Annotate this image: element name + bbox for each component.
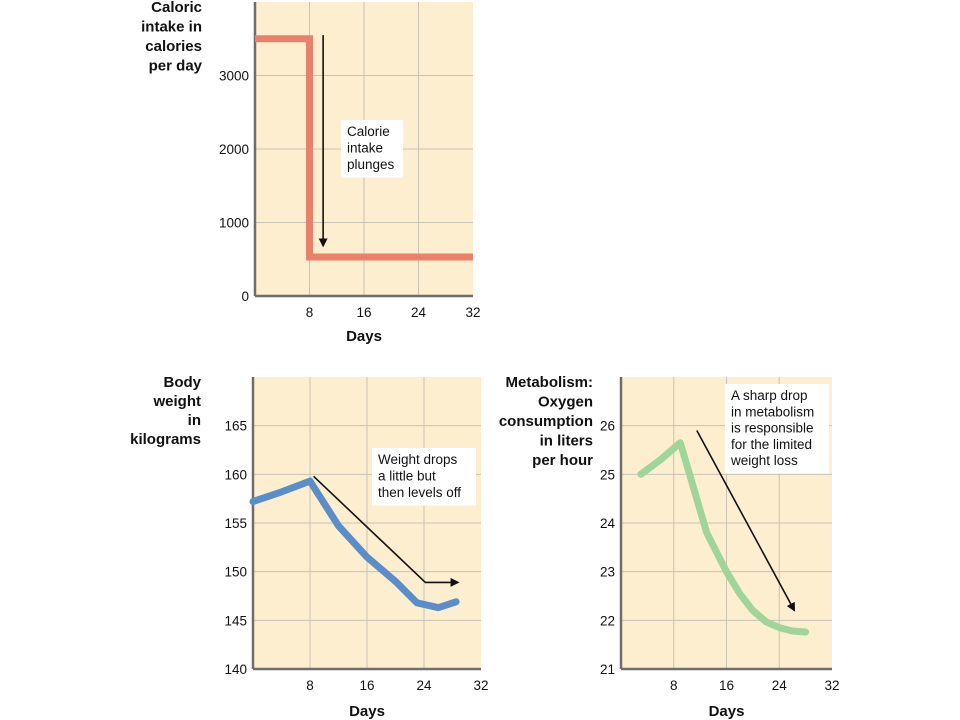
y-tick-label: 21 <box>600 662 615 677</box>
annotation-arrow <box>696 430 796 612</box>
y-tick-label: 140 <box>224 662 247 677</box>
annotation-text: is responsible <box>731 421 814 436</box>
x-tick-label: 16 <box>359 678 374 693</box>
y-axis-label-line: calories <box>145 38 202 55</box>
y-tick-label: 22 <box>600 613 615 628</box>
y-axis-label-line: Metabolism: <box>505 374 593 391</box>
x-axis-label: Days <box>349 703 385 720</box>
y-axis-label-line: Caloric <box>151 0 202 16</box>
x-tick-label: 8 <box>306 678 314 693</box>
annotation-text: weight loss <box>730 453 798 468</box>
y-axis-label-line: per hour <box>532 452 593 469</box>
x-tick-label: 24 <box>411 305 427 320</box>
series-line <box>249 477 460 612</box>
annotation-box <box>725 384 829 474</box>
y-tick-label: 0 <box>241 289 249 304</box>
annotation-text: A sharp drop <box>731 388 808 403</box>
y-axis-label-line: per day <box>149 58 203 75</box>
x-tick-label: 8 <box>670 678 678 693</box>
annotation-text: a little but <box>378 469 436 484</box>
y-axis-label-line: kilograms <box>130 431 201 448</box>
x-tick-label: 16 <box>719 678 734 693</box>
annotation-text: in metabolism <box>731 404 814 419</box>
chart-panel-2: 8 16 24 32 140 145 150 155 160 165 Body weight in kil… <box>130 374 488 720</box>
y-tick-label: 160 <box>224 467 247 482</box>
annotation-text: for the limited <box>731 437 812 452</box>
x-tick-label: 32 <box>465 305 480 320</box>
annotation-box <box>372 448 476 506</box>
x-tick-label: 32 <box>824 678 839 693</box>
y-axis-label-line: intake in <box>141 19 202 36</box>
y-axis-label-line: in <box>188 412 201 429</box>
series-line <box>255 35 473 261</box>
y-tick-label: 155 <box>224 516 247 531</box>
annotation-text: intake <box>347 141 383 156</box>
x-tick-label: 16 <box>356 305 371 320</box>
x-tick-label: 24 <box>416 678 432 693</box>
x-tick-label: 8 <box>306 305 314 320</box>
y-tick-label: 25 <box>600 467 615 482</box>
y-axis-label-line: in liters <box>540 433 593 450</box>
y-tick-label: 3000 <box>219 69 249 84</box>
y-tick-label: 26 <box>600 419 615 434</box>
y-tick-label: 145 <box>224 613 247 628</box>
y-axis-label-line: weight <box>153 393 202 410</box>
y-axis-label-line: Body <box>164 374 202 391</box>
y-tick-label: 165 <box>224 419 247 434</box>
annotation-box <box>341 120 403 178</box>
annotation-text: then levels off <box>378 485 461 500</box>
y-tick-label: 150 <box>224 565 247 580</box>
chart-panel-1: 8 16 24 32 0 1000 2000 3000 Caloric intake in calo… <box>141 0 480 345</box>
chart-panel-3: 8 16 24 32 21 22 23 24 25 26 Metabolism: Oxygen cons… <box>499 374 840 720</box>
y-tick-label: 1000 <box>219 216 249 231</box>
annotation-text: plunges <box>347 157 395 172</box>
y-tick-label: 24 <box>600 516 616 531</box>
annotation-text: Calorie <box>347 124 390 139</box>
x-axis-label: Days <box>346 328 382 345</box>
x-tick-label: 24 <box>772 678 788 693</box>
series-line <box>637 439 810 636</box>
x-axis-label: Days <box>709 703 745 720</box>
y-axis-label-line: consumption <box>499 413 593 430</box>
y-tick-label: 23 <box>600 565 615 580</box>
y-axis-label-line: Oxygen <box>538 394 593 411</box>
annotation-text: Weight drops <box>378 452 458 467</box>
annotation-arrow <box>313 475 460 587</box>
x-tick-label: 32 <box>473 678 488 693</box>
y-tick-label: 2000 <box>219 142 249 157</box>
